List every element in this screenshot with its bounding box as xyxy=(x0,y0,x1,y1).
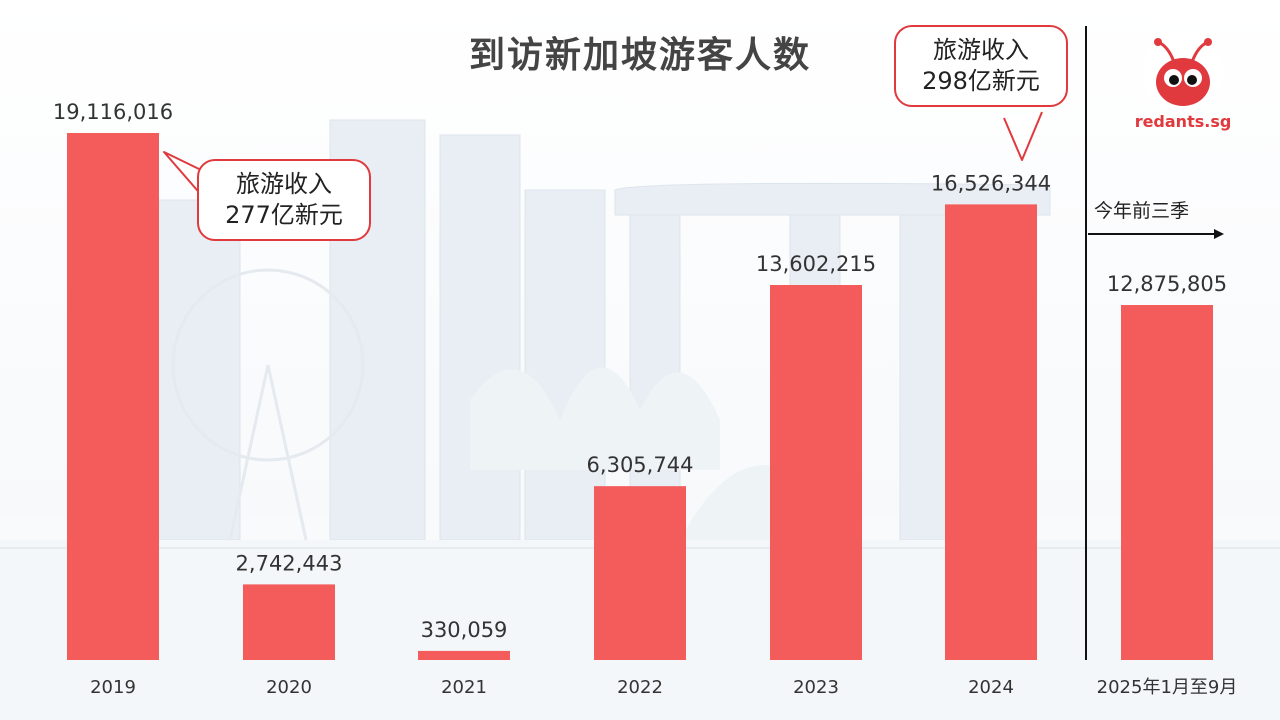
period-arrow-head xyxy=(1214,229,1224,239)
callout-2024-line1: 旅游收入 xyxy=(933,36,1029,64)
callout-2019-line1: 旅游收入 xyxy=(236,170,332,198)
value-label-5: 16,526,344 xyxy=(931,171,1051,195)
callout-2024-line2: 298亿新元 xyxy=(922,67,1040,95)
category-label-6: 2025年1月至9月 xyxy=(1097,677,1238,698)
callout-2019: 旅游收入 277亿新元 xyxy=(197,159,371,241)
ant-icon xyxy=(1143,32,1223,112)
period-note: 今年前三季 xyxy=(1094,200,1190,222)
value-label-3: 6,305,744 xyxy=(587,453,694,477)
bar-3 xyxy=(594,486,686,660)
category-label-5: 2024 xyxy=(968,677,1014,698)
bar-5 xyxy=(945,204,1037,661)
value-label-2: 330,059 xyxy=(421,618,508,642)
value-label-6: 12,875,805 xyxy=(1107,272,1227,296)
bar-0 xyxy=(67,133,159,660)
callout-2024: 旅游收入 298亿新元 xyxy=(894,25,1068,107)
callout-2019-line2: 277亿新元 xyxy=(225,201,343,229)
logo-text: redants.sg xyxy=(1134,112,1232,131)
callout-2024-pointer xyxy=(1003,111,1043,161)
category-label-2: 2021 xyxy=(441,677,487,698)
bar-1 xyxy=(243,584,335,660)
bar-2 xyxy=(418,650,510,660)
value-label-4: 13,602,215 xyxy=(756,252,876,276)
bar-4 xyxy=(770,285,862,660)
bar-6 xyxy=(1121,305,1213,660)
chart-title: 到访新加坡游客人数 xyxy=(468,35,811,76)
value-label-0: 19,116,016 xyxy=(53,100,173,124)
category-label-0: 2019 xyxy=(90,677,136,698)
category-label-3: 2022 xyxy=(617,677,663,698)
value-label-1: 2,742,443 xyxy=(236,551,343,575)
category-label-1: 2020 xyxy=(266,677,312,698)
redants-logo: redants.sg xyxy=(1128,28,1238,140)
category-label-4: 2023 xyxy=(793,677,839,698)
